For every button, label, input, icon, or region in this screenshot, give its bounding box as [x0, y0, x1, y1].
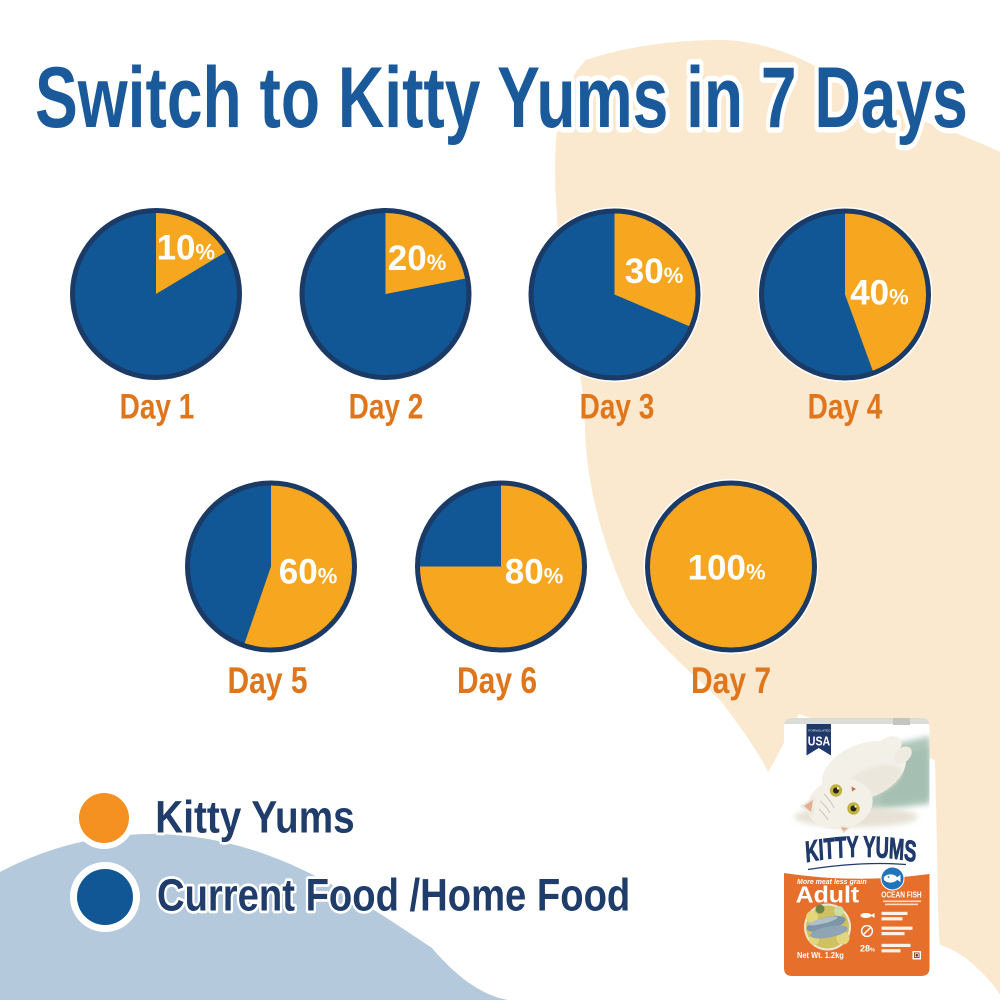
svg-text:28%: 28% [860, 944, 875, 954]
svg-text:Day 2: Day 2 [349, 386, 424, 426]
svg-text:Current Food /Home Food: Current Food /Home Food [157, 869, 630, 920]
svg-text:Day 4: Day 4 [808, 386, 883, 426]
svg-text:Switch to Kitty Yums in 7 Days: Switch to Kitty Yums in 7 Days [35, 50, 968, 146]
svg-text:Day 5: Day 5 [227, 660, 307, 702]
svg-text:OCEAN FISH: OCEAN FISH [881, 890, 921, 900]
svg-text:Day 7: Day 7 [691, 660, 771, 702]
svg-text:USA: USA [808, 735, 831, 749]
svg-text:Kitty Yums: Kitty Yums [155, 792, 354, 843]
svg-text:Day 1: Day 1 [120, 386, 195, 426]
svg-text:20%: 20% [388, 239, 447, 278]
svg-text:Day 3: Day 3 [580, 386, 655, 426]
svg-text:FORMULATED IN: FORMULATED IN [808, 729, 835, 733]
svg-text:Net Wt. 1.2kg: Net Wt. 1.2kg [797, 951, 844, 960]
svg-text:Day 6: Day 6 [457, 660, 537, 702]
svg-text:More meat less grain: More meat less grain [797, 879, 867, 886]
